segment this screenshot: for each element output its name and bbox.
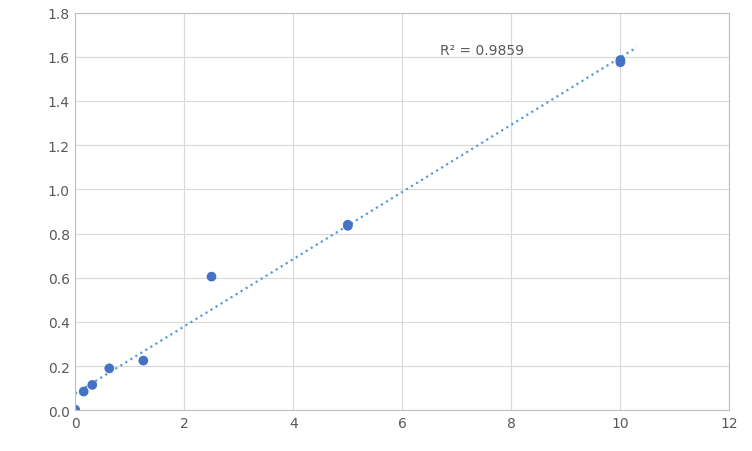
Point xyxy=(103,365,115,372)
Point xyxy=(614,60,626,67)
Text: R² = 0.9859: R² = 0.9859 xyxy=(441,44,524,58)
Point xyxy=(69,406,81,414)
Point xyxy=(138,357,150,364)
Point xyxy=(86,382,99,389)
Point xyxy=(341,223,353,230)
Point xyxy=(205,273,217,281)
Point xyxy=(341,221,353,229)
Point xyxy=(77,388,89,395)
Point xyxy=(614,57,626,64)
